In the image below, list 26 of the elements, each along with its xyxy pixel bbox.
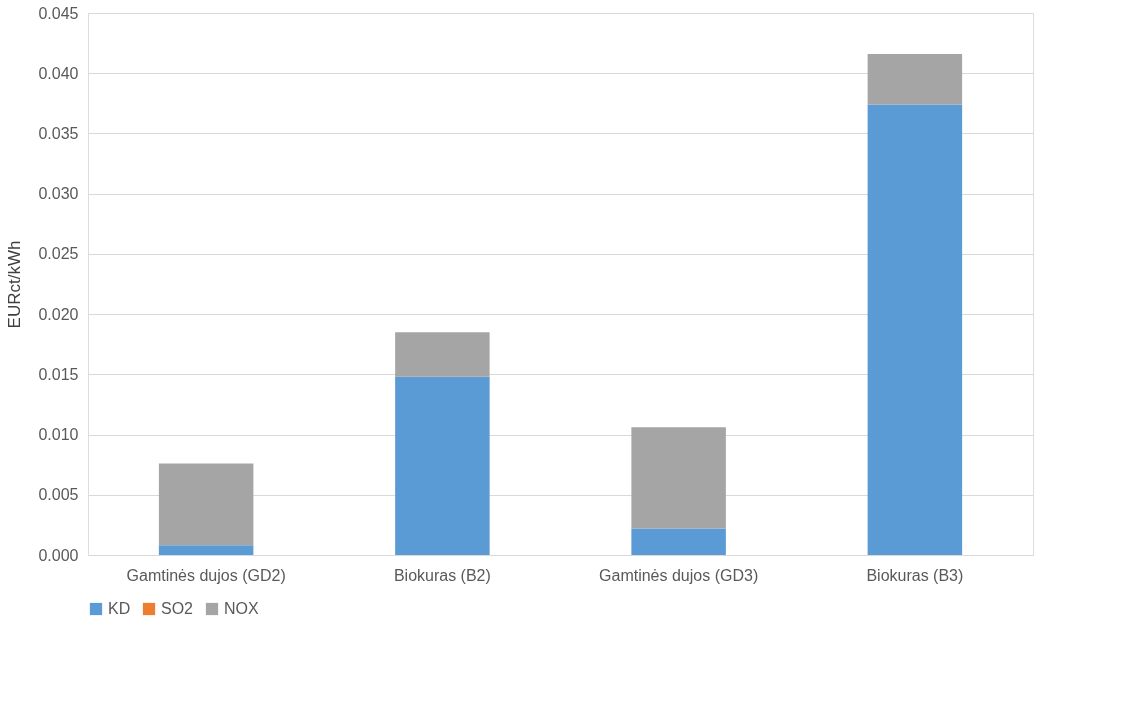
legend-label: NOX [224,600,259,617]
y-tick-label: 0.020 [38,305,79,323]
y-tick-label: 0.005 [38,486,79,504]
bar [158,463,254,546]
bar [631,427,726,529]
bar [395,332,490,377]
x-tick-label: Gamtinės dujos (GD2) [126,566,286,584]
y-tick-label: 0.045 [38,4,79,22]
y-tick-label: 0.015 [38,365,79,383]
x-tick-label: Gamtinės dujos (GD3) [599,566,759,584]
bar [158,545,254,555]
y-tick-label: 0.000 [38,546,79,564]
y-tick-label: 0.030 [38,185,79,203]
bar [631,528,726,555]
bar [867,53,963,105]
bar [395,376,490,555]
legend-label: SO2 [161,600,194,617]
y-tick-label: 0.025 [38,245,79,263]
bar [867,104,963,555]
x-tick-label: Biokuras (B2) [393,566,491,584]
y-tick-label: 0.010 [38,426,79,444]
x-tick-label: Biokuras (B3) [866,566,964,584]
y-tick-label: 0.040 [38,64,79,82]
y-tick-label: 0.035 [38,124,79,142]
y-axis-title: EURct/kWh [5,240,25,329]
legend-label: KD [108,600,131,617]
